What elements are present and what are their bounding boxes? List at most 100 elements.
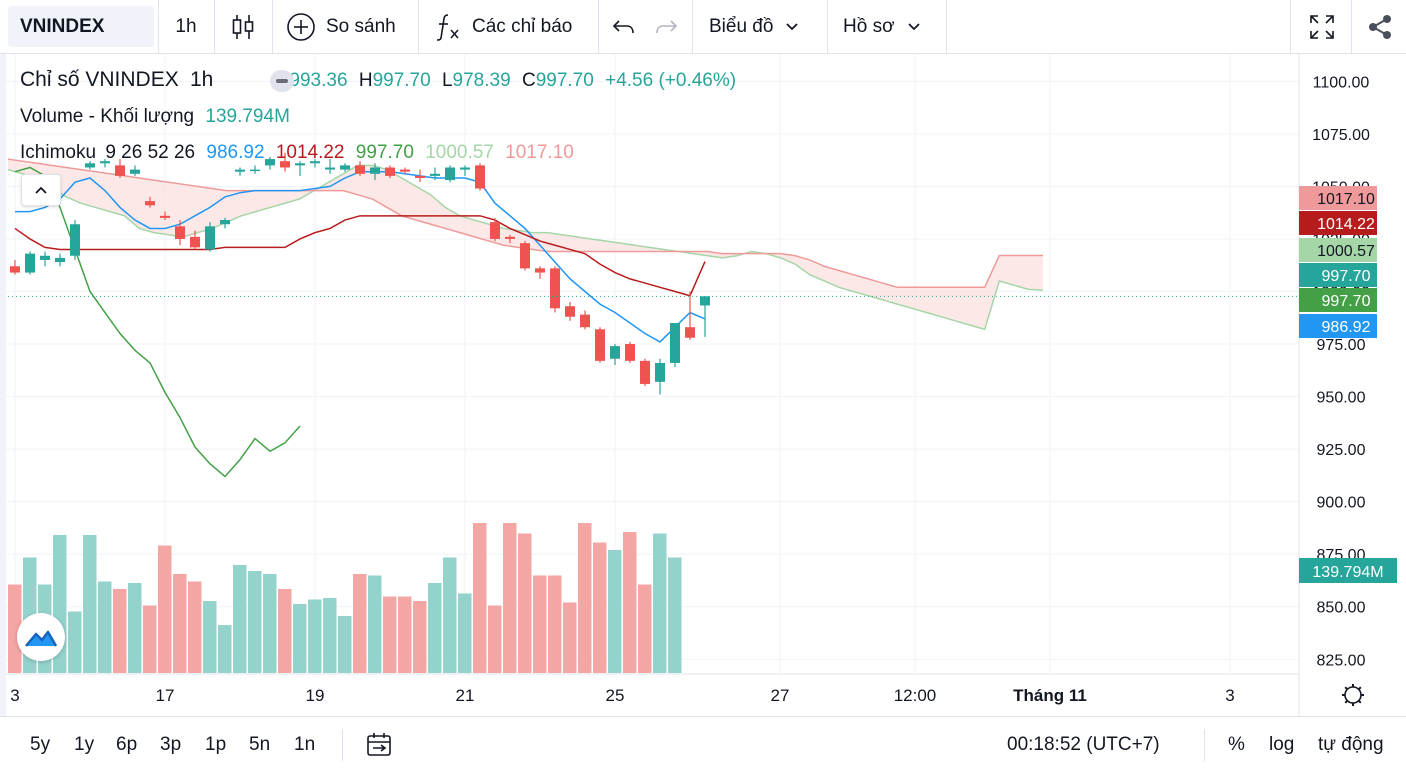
share-button[interactable]: [1364, 0, 1396, 53]
high-value: 997.70: [372, 70, 431, 91]
toolbar-divider: [1290, 0, 1291, 53]
price-chart[interactable]: 1100.001075.001050.001025.001000.00975.0…: [0, 54, 1406, 716]
price-axis-label: 1014.22: [1317, 216, 1375, 233]
hide-series-button[interactable]: [270, 70, 294, 92]
bottom-toolbar: 5y 1y 6p 3p 1p 5n 1n 00:18:52 (UTC+7) % …: [0, 716, 1406, 772]
toolbar-divider: [692, 0, 693, 53]
range-5n-button[interactable]: 5n: [249, 717, 270, 772]
candle-body: [100, 161, 110, 164]
volume-bar: [503, 523, 517, 673]
range-1y-button[interactable]: 1y: [74, 717, 94, 772]
interval-button[interactable]: 1h: [158, 0, 214, 53]
range-5y-button[interactable]: 5y: [30, 717, 50, 772]
price-tick-label: 1075.00: [1312, 127, 1370, 144]
share-icon: [1369, 14, 1391, 39]
candle-body: [160, 215, 170, 218]
volume-bar: [68, 611, 82, 673]
chevron-down-icon: [786, 22, 799, 30]
candle-body: [385, 167, 395, 176]
series-title: Chỉ số VNINDEX: [20, 68, 179, 91]
volume-bar: [473, 523, 487, 673]
fullscreen-icon: [1310, 14, 1334, 39]
volume-legend: Volume - Khối lượng 139.794M: [20, 106, 296, 128]
time-tick-label: Tháng 11: [1013, 686, 1087, 705]
ichimoku-legend: Ichimoku 9 26 52 26 986.92 1014.22 997.7…: [20, 142, 580, 164]
candle-body: [460, 167, 470, 170]
time-tick-label: 12:00: [894, 686, 937, 705]
candle-body: [595, 329, 605, 361]
ichimoku-name: Ichimoku: [20, 142, 97, 163]
price-axis-label: 1000.57: [1317, 243, 1375, 260]
volume-bar: [578, 523, 592, 673]
low-label: L: [441, 70, 453, 91]
span-b-value: 1017.10: [505, 142, 574, 163]
volume-bar: [188, 581, 202, 673]
chart-menu-button[interactable]: Biểu đồ: [709, 0, 799, 53]
time-tick-label: 19: [306, 686, 325, 705]
toolbar-divider: [272, 0, 273, 53]
candle-body: [40, 255, 50, 260]
price-axis-label: 997.70: [1322, 268, 1371, 285]
price-axis-label: 986.92: [1322, 319, 1371, 336]
time-tick-label: 17: [156, 686, 175, 705]
chart-area[interactable]: 1100.001075.001050.001025.001000.00975.0…: [0, 54, 1406, 716]
price-axis-label-bg: [1299, 263, 1377, 287]
chikou-line: [14, 166, 301, 478]
timezone-button[interactable]: 00:18:52 (UTC+7): [1007, 717, 1160, 772]
price-axis-label-bg: [1299, 288, 1377, 312]
volume-bar: [218, 625, 232, 673]
toolbar-divider: [946, 0, 947, 53]
toolbar-divider: [158, 0, 159, 53]
range-3p-button[interactable]: 3p: [160, 717, 181, 772]
candle-body: [25, 253, 35, 273]
auto-scale-button[interactable]: tự động: [1318, 717, 1384, 772]
candle-body: [145, 201, 155, 206]
redo-button[interactable]: [652, 0, 680, 53]
price-tick-label: 925.00: [1317, 442, 1366, 459]
indicators-button[interactable]: Các chỉ báo: [436, 0, 572, 53]
candle-body: [640, 360, 650, 384]
collapse-legend-button[interactable]: [21, 174, 61, 206]
price-axis-label: 997.70: [1322, 293, 1371, 310]
go-to-date-button[interactable]: [366, 717, 394, 772]
range-1n-button[interactable]: 1n: [294, 717, 315, 772]
candle-body: [115, 165, 125, 176]
candle-body: [340, 165, 350, 170]
range-1p-button[interactable]: 1p: [205, 717, 226, 772]
price-tick-label: 1100.00: [1313, 74, 1370, 91]
candle-body: [265, 159, 275, 166]
percent-scale-button[interactable]: %: [1228, 717, 1245, 772]
change-value: +4.56 (+0.46%): [605, 70, 737, 91]
profile-menu-button[interactable]: Hồ sơ: [843, 0, 921, 53]
candle-body: [565, 306, 575, 317]
range-label: 5n: [249, 733, 271, 755]
candle-body: [520, 243, 530, 269]
chikou-value: 997.70: [355, 142, 414, 163]
tradingview-logo-button[interactable]: [17, 613, 65, 661]
candle-body: [55, 257, 65, 263]
close-label: C: [521, 70, 536, 91]
undo-button[interactable]: [610, 0, 638, 53]
volume-bar: [98, 581, 112, 673]
compare-button[interactable]: So sánh: [286, 0, 396, 53]
candle-body: [280, 161, 290, 168]
fullscreen-button[interactable]: [1306, 0, 1338, 53]
candle-body: [70, 224, 80, 256]
range-6p-button[interactable]: 6p: [116, 717, 137, 772]
settings-gear-icon[interactable]: [1344, 686, 1362, 704]
candle-type-button[interactable]: [214, 0, 272, 53]
low-value: 978.39: [452, 70, 511, 91]
bottom-divider: [342, 729, 343, 761]
log-scale-button[interactable]: log: [1269, 717, 1294, 772]
symbol-search-button[interactable]: VNINDEX: [8, 6, 154, 47]
volume-bar: [8, 584, 22, 673]
tenkan-value: 986.92: [206, 142, 265, 163]
time-tick-label: 25: [606, 686, 625, 705]
chart-menu-label: Biểu đồ: [709, 15, 774, 37]
time-tick-label: 3: [1225, 686, 1234, 705]
volume-bar: [488, 605, 502, 673]
price-tick-label: 975.00: [1317, 337, 1366, 354]
price-axis-label-bg: [1299, 238, 1377, 262]
settings-gear-tooth: [1344, 686, 1349, 691]
range-label: 5y: [30, 733, 51, 755]
